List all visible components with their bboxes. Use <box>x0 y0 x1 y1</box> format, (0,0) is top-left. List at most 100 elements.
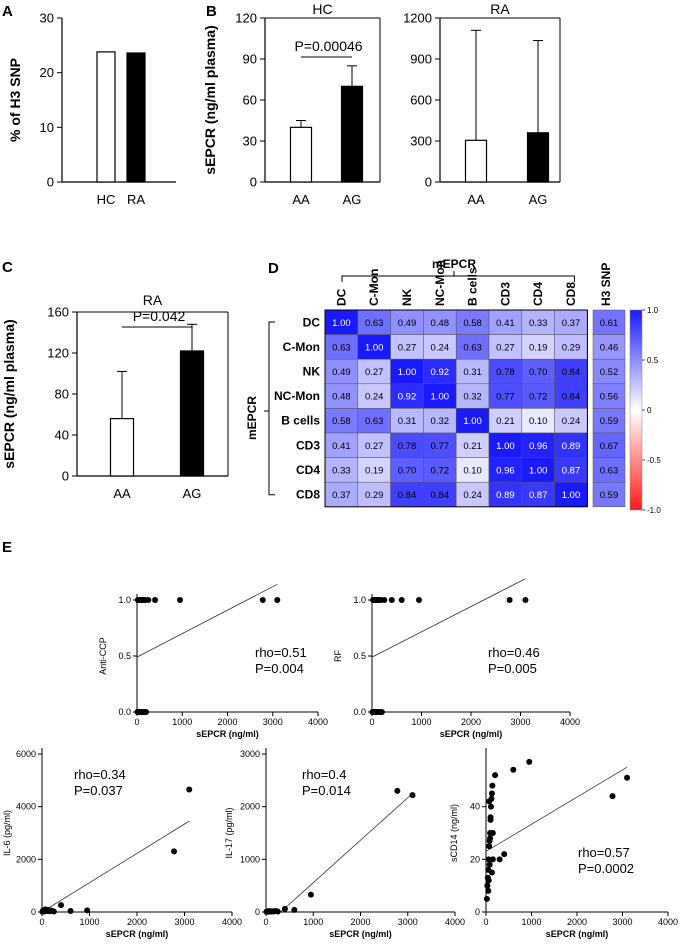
heatmap-column-label: DC <box>334 288 348 306</box>
bar <box>109 418 135 477</box>
data-point <box>522 597 529 603</box>
data-point <box>394 787 401 794</box>
data-point <box>274 908 281 915</box>
heatmap-column-label: CD4 <box>531 282 545 306</box>
data-point <box>486 798 493 805</box>
heatmap-cell <box>357 481 391 508</box>
x-tick-label: 2000 <box>127 917 147 927</box>
data-point <box>58 902 64 909</box>
x-axis-label: sEPCR (ng/ml) <box>106 929 169 939</box>
heatmap-cell <box>521 457 555 483</box>
heatmap-cell <box>554 432 588 458</box>
heatmap-cell-value: 0.70 <box>398 465 417 476</box>
heatmap-cell-value: 0.29 <box>365 490 384 501</box>
heatmap-cell-value: 0.49 <box>398 318 417 329</box>
heatmap-cell-value: 0.77 <box>496 392 515 403</box>
heatmap-cell-value: 0.32 <box>431 416 450 427</box>
heatmap-cell <box>455 481 490 508</box>
y-tick-label: 0.5 <box>118 651 131 661</box>
stat-annotation: rho=0.57 <box>578 845 630 860</box>
stat-annotation: P=0.014 <box>302 783 351 798</box>
x-tick-label: 3000 <box>263 717 283 727</box>
y-axis-label: sCD14 (ng/ml) <box>449 804 459 862</box>
scatter-scd14: 0 1000 2000 3000 4000 0 20 40 sEPCR (ng/ml) sCD14… <box>449 748 678 939</box>
chart-panel-a: 0 10 20 30 % of H3 SNP HC RA <box>7 11 176 207</box>
heatmap-cell <box>554 457 588 483</box>
heatmap-column-label: C-Mon <box>367 269 381 306</box>
colorbar-tick-label: -0.5 <box>647 456 661 465</box>
x-tick-label: 3000 <box>612 917 632 927</box>
y-tick-label: 4000 <box>16 802 36 812</box>
heatmap-cell <box>324 408 359 434</box>
trend-line <box>41 820 190 913</box>
x-tick-label: 0 <box>369 717 374 727</box>
heatmap-cell-value: 0.77 <box>431 441 450 452</box>
scatter-il6: 0 1000 2000 3000 4000 0 2000 4000 6000 sEPCR (ng/… <box>2 748 242 939</box>
trend-line <box>280 793 413 913</box>
heatmap-cell-value: 0.27 <box>398 342 417 353</box>
x-axis-label: sEPCR (ng/ml) <box>440 729 503 739</box>
heatmap-cell-value: 0.84 <box>398 490 417 501</box>
x-tick-label: 1000 <box>303 917 323 927</box>
heatmap-row-label: B cells <box>281 414 320 428</box>
y-tick-label: 1200 <box>403 11 432 26</box>
chart-title: RA <box>490 1 510 17</box>
trend-line <box>485 766 628 852</box>
data-point <box>291 906 298 913</box>
chart-panel-c: 0 40 80 120 160 sEPCR (ng/ml plasma) RA AA AG P=0… <box>1 292 229 501</box>
heatmap-cell-value: 1.00 <box>398 367 417 378</box>
heatmap-cell <box>423 432 457 458</box>
heatmap-cell-value: 0.63 <box>365 318 384 329</box>
heatmap-extra-cell <box>592 457 626 483</box>
heatmap-extra-cell <box>592 383 626 409</box>
heatmap-cell <box>357 358 391 385</box>
data-point <box>489 782 496 789</box>
panel-label-a: A <box>2 3 13 20</box>
heatmap-cell <box>390 383 424 409</box>
heatmap-cell-value: 0.37 <box>562 318 581 329</box>
heatmap-cell-value: 0.27 <box>365 441 384 452</box>
heatmap-cell-value: 0.89 <box>496 490 515 501</box>
colorbar-tick-label: -1.0 <box>647 506 661 515</box>
heatmap-cell-value: 0.32 <box>463 392 482 403</box>
trend-line <box>136 583 278 658</box>
bar <box>126 52 146 183</box>
heatmap-cell <box>554 334 588 360</box>
heatmap-extra-cell <box>592 309 626 335</box>
heatmap-cell <box>357 383 391 409</box>
heatmap-cell-value: 0.87 <box>529 490 548 501</box>
heatmap-row-label: C-Mon <box>283 340 320 354</box>
heatmap-cell <box>521 334 555 360</box>
heatmap-cell-value: 0.72 <box>529 392 548 403</box>
y-tick-label: 160 <box>47 305 69 320</box>
heatmap-cell <box>488 334 523 360</box>
y-tick-label: 0 <box>255 907 260 917</box>
heatmap-extra-cell <box>592 408 626 434</box>
heatmap-cell-value: 1.00 <box>496 441 515 452</box>
heatmap-cell-value: 0.21 <box>496 416 515 427</box>
heatmap-cell-value: 0.84 <box>562 367 581 378</box>
data-point <box>307 891 314 898</box>
y-tick-label: 40 <box>470 802 480 812</box>
data-point <box>487 816 494 823</box>
heatmap-cell <box>488 383 523 409</box>
heatmap-row-label: NK <box>303 365 321 379</box>
y-tick-label: 900 <box>410 52 432 67</box>
y-tick-label: 6000 <box>16 749 36 759</box>
x-tick-label: AG <box>529 192 548 207</box>
colorbar-tick-label: 1.0 <box>647 306 659 315</box>
x-tick-label: 0 <box>39 917 44 927</box>
heatmap-group-label-left: mEPCR <box>245 396 259 440</box>
p-value-annotation: P=0.00046 <box>294 38 362 54</box>
stat-annotation: rho=0.51 <box>255 645 307 660</box>
x-tick-label: 3000 <box>398 917 418 927</box>
heatmap-cell <box>423 334 457 360</box>
chart-panel-b-ra: 0 300 600 900 1200 RA AA AG <box>403 1 561 207</box>
heatmap-cell-value: 0.70 <box>529 367 548 378</box>
heatmap-cell-value: 0.49 <box>332 367 351 378</box>
y-tick-label: 2000 <box>240 802 260 812</box>
heatmap-extra-column-label: H3 SNP <box>599 263 613 306</box>
data-point <box>510 766 517 773</box>
heatmap-bracket-top <box>341 275 575 282</box>
panel-label-b: B <box>206 3 217 20</box>
